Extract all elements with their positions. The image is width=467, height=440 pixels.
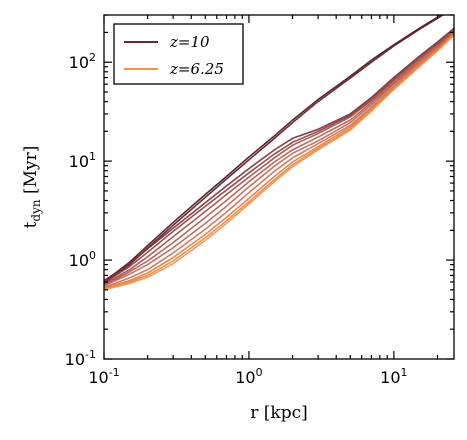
plot-frame — [103, 14, 455, 360]
legend: z=10 z=6.25 — [113, 23, 244, 85]
y-tick-label-2: 101 — [69, 150, 96, 171]
x-tick-label-1: 100 — [235, 366, 262, 387]
y-axis-label-main: t — [21, 221, 41, 228]
tick-labels: 10-1 100 101 10-1 100 101 102 — [65, 51, 408, 387]
series-line-6 — [104, 31, 454, 287]
y-axis-label: tdyn [Myr] — [21, 146, 43, 229]
series-line-10 — [104, 34, 454, 291]
series-line-5 — [104, 30, 454, 286]
legend-box — [113, 23, 244, 85]
legend-label-z10: z=10 — [169, 33, 210, 51]
series-line-4 — [104, 29, 454, 285]
y-tick-label-1: 100 — [69, 249, 96, 270]
y-axis-label-unit: [Myr] — [21, 146, 41, 200]
y-tick-label-0: 10-1 — [65, 348, 96, 369]
series-line-0 — [104, 15, 443, 283]
y-tick-label-3: 102 — [69, 51, 96, 72]
series-line-2 — [104, 27, 454, 282]
x-tick-label-0: 10-1 — [88, 366, 119, 387]
x-axis-label: r [kpc] — [250, 403, 308, 423]
x-tick-label-2: 101 — [380, 366, 407, 387]
axis-ticks — [103, 14, 454, 360]
series-line-3 — [104, 28, 454, 284]
y-axis-label-sub: dyn — [29, 199, 43, 221]
legend-label-z6p25: z=6.25 — [169, 60, 224, 78]
series-line-7 — [104, 32, 454, 289]
series-lines — [104, 15, 454, 291]
series-line-1 — [104, 15, 445, 285]
